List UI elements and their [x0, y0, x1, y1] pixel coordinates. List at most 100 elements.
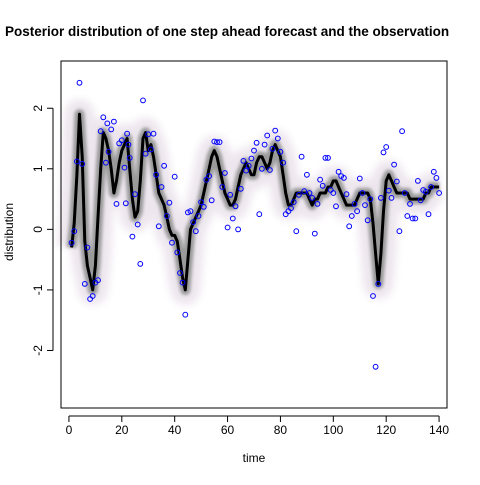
observation-point [409, 215, 416, 222]
observation-point [171, 173, 178, 180]
observation-point [319, 182, 326, 189]
y-axis-label: distribution [2, 203, 16, 261]
observation-point [111, 118, 117, 125]
observation-point [179, 279, 186, 286]
observation-point [372, 363, 379, 370]
observation-point [359, 190, 366, 196]
observation-point [417, 197, 424, 204]
observation-point [166, 199, 173, 206]
forecast-core-line [70, 112, 440, 292]
observation-point [272, 127, 279, 134]
chart-title: Posterior distribution of one step ahead… [5, 24, 449, 39]
observation-point [235, 226, 242, 233]
observation-point [155, 223, 162, 230]
observation-point [174, 249, 181, 256]
observation-point [248, 155, 255, 162]
observation-point [182, 311, 189, 318]
observation-point [401, 190, 408, 196]
observation-point [322, 155, 329, 161]
observation-point [245, 162, 252, 169]
observation-point [243, 167, 250, 174]
observation-point [192, 228, 199, 235]
observation-point [422, 188, 429, 195]
observation-point [256, 211, 263, 218]
observation-point [97, 128, 104, 135]
observation-point [375, 281, 382, 287]
observation-point [383, 144, 390, 150]
observation-point [227, 191, 234, 198]
observation-point [317, 176, 324, 183]
observation-point [148, 146, 154, 153]
observation-point [76, 79, 83, 86]
observation-point [330, 190, 337, 196]
observation-point [430, 168, 437, 175]
x-tick-label: 80 [274, 423, 288, 437]
y-tick-label: 0 [31, 226, 45, 233]
x-tick-label: 60 [221, 423, 235, 437]
x-tick-label: 100 [323, 423, 343, 437]
observation-point [354, 208, 361, 215]
observation-point [169, 239, 175, 246]
y-tick-label: 1 [31, 165, 45, 172]
axes: 0 20 40 60 80 100 120 140 -2 -1 0 1 2 [31, 105, 449, 437]
observation-point [108, 126, 115, 133]
observation-point [126, 155, 133, 161]
observation-point [362, 202, 368, 209]
observation-point [177, 270, 183, 276]
observation-point [314, 201, 321, 207]
observation-point [433, 175, 440, 181]
observation-points [68, 79, 443, 370]
observation-point [380, 149, 387, 156]
y-tick-label: -2 [31, 345, 45, 356]
observation-point [407, 201, 413, 207]
x-tick-label: 20 [115, 423, 129, 437]
observation-point [68, 239, 75, 246]
observation-point [240, 158, 247, 164]
observation-point [129, 233, 136, 240]
observation-point [190, 219, 197, 226]
observation-point [378, 195, 384, 201]
observation-point [150, 130, 157, 137]
plot-frame [60, 60, 448, 409]
x-axis-label: time [243, 451, 266, 465]
observation-point [163, 213, 170, 219]
observation-point [267, 167, 273, 173]
y-tick-label: -1 [31, 284, 45, 295]
observation-point [396, 228, 403, 235]
observation-point [388, 195, 395, 201]
observation-point [404, 213, 411, 219]
observation-point [198, 199, 205, 206]
observation-point [224, 224, 231, 231]
observation-point [203, 176, 210, 183]
observation-point [288, 205, 294, 212]
observation-point [306, 190, 313, 196]
x-tick-label: 0 [66, 423, 73, 437]
observation-point [343, 191, 350, 198]
observation-point [103, 159, 109, 166]
observation-point [325, 155, 331, 161]
observation-point [415, 178, 421, 184]
observation-point [346, 223, 353, 230]
observation-point [264, 132, 271, 139]
observation-point [399, 128, 406, 135]
observation-point [259, 165, 265, 172]
x-tick-label: 40 [168, 423, 182, 437]
observation-point [195, 213, 202, 219]
observation-point [304, 171, 310, 178]
observation-point [253, 139, 260, 146]
observation-point [81, 281, 88, 287]
observation-point [351, 201, 358, 207]
observation-point [393, 178, 400, 185]
observation-point [333, 203, 339, 210]
observation-point [222, 170, 228, 176]
observation-point [237, 185, 244, 192]
observation-point [335, 168, 342, 175]
observation-point [89, 293, 96, 299]
observation-point [309, 195, 316, 201]
observation-point [251, 147, 257, 154]
observation-point [118, 137, 125, 144]
observation-point [232, 203, 239, 210]
observation-point [348, 213, 355, 219]
observation-point [356, 175, 363, 182]
observation-point [134, 221, 141, 228]
